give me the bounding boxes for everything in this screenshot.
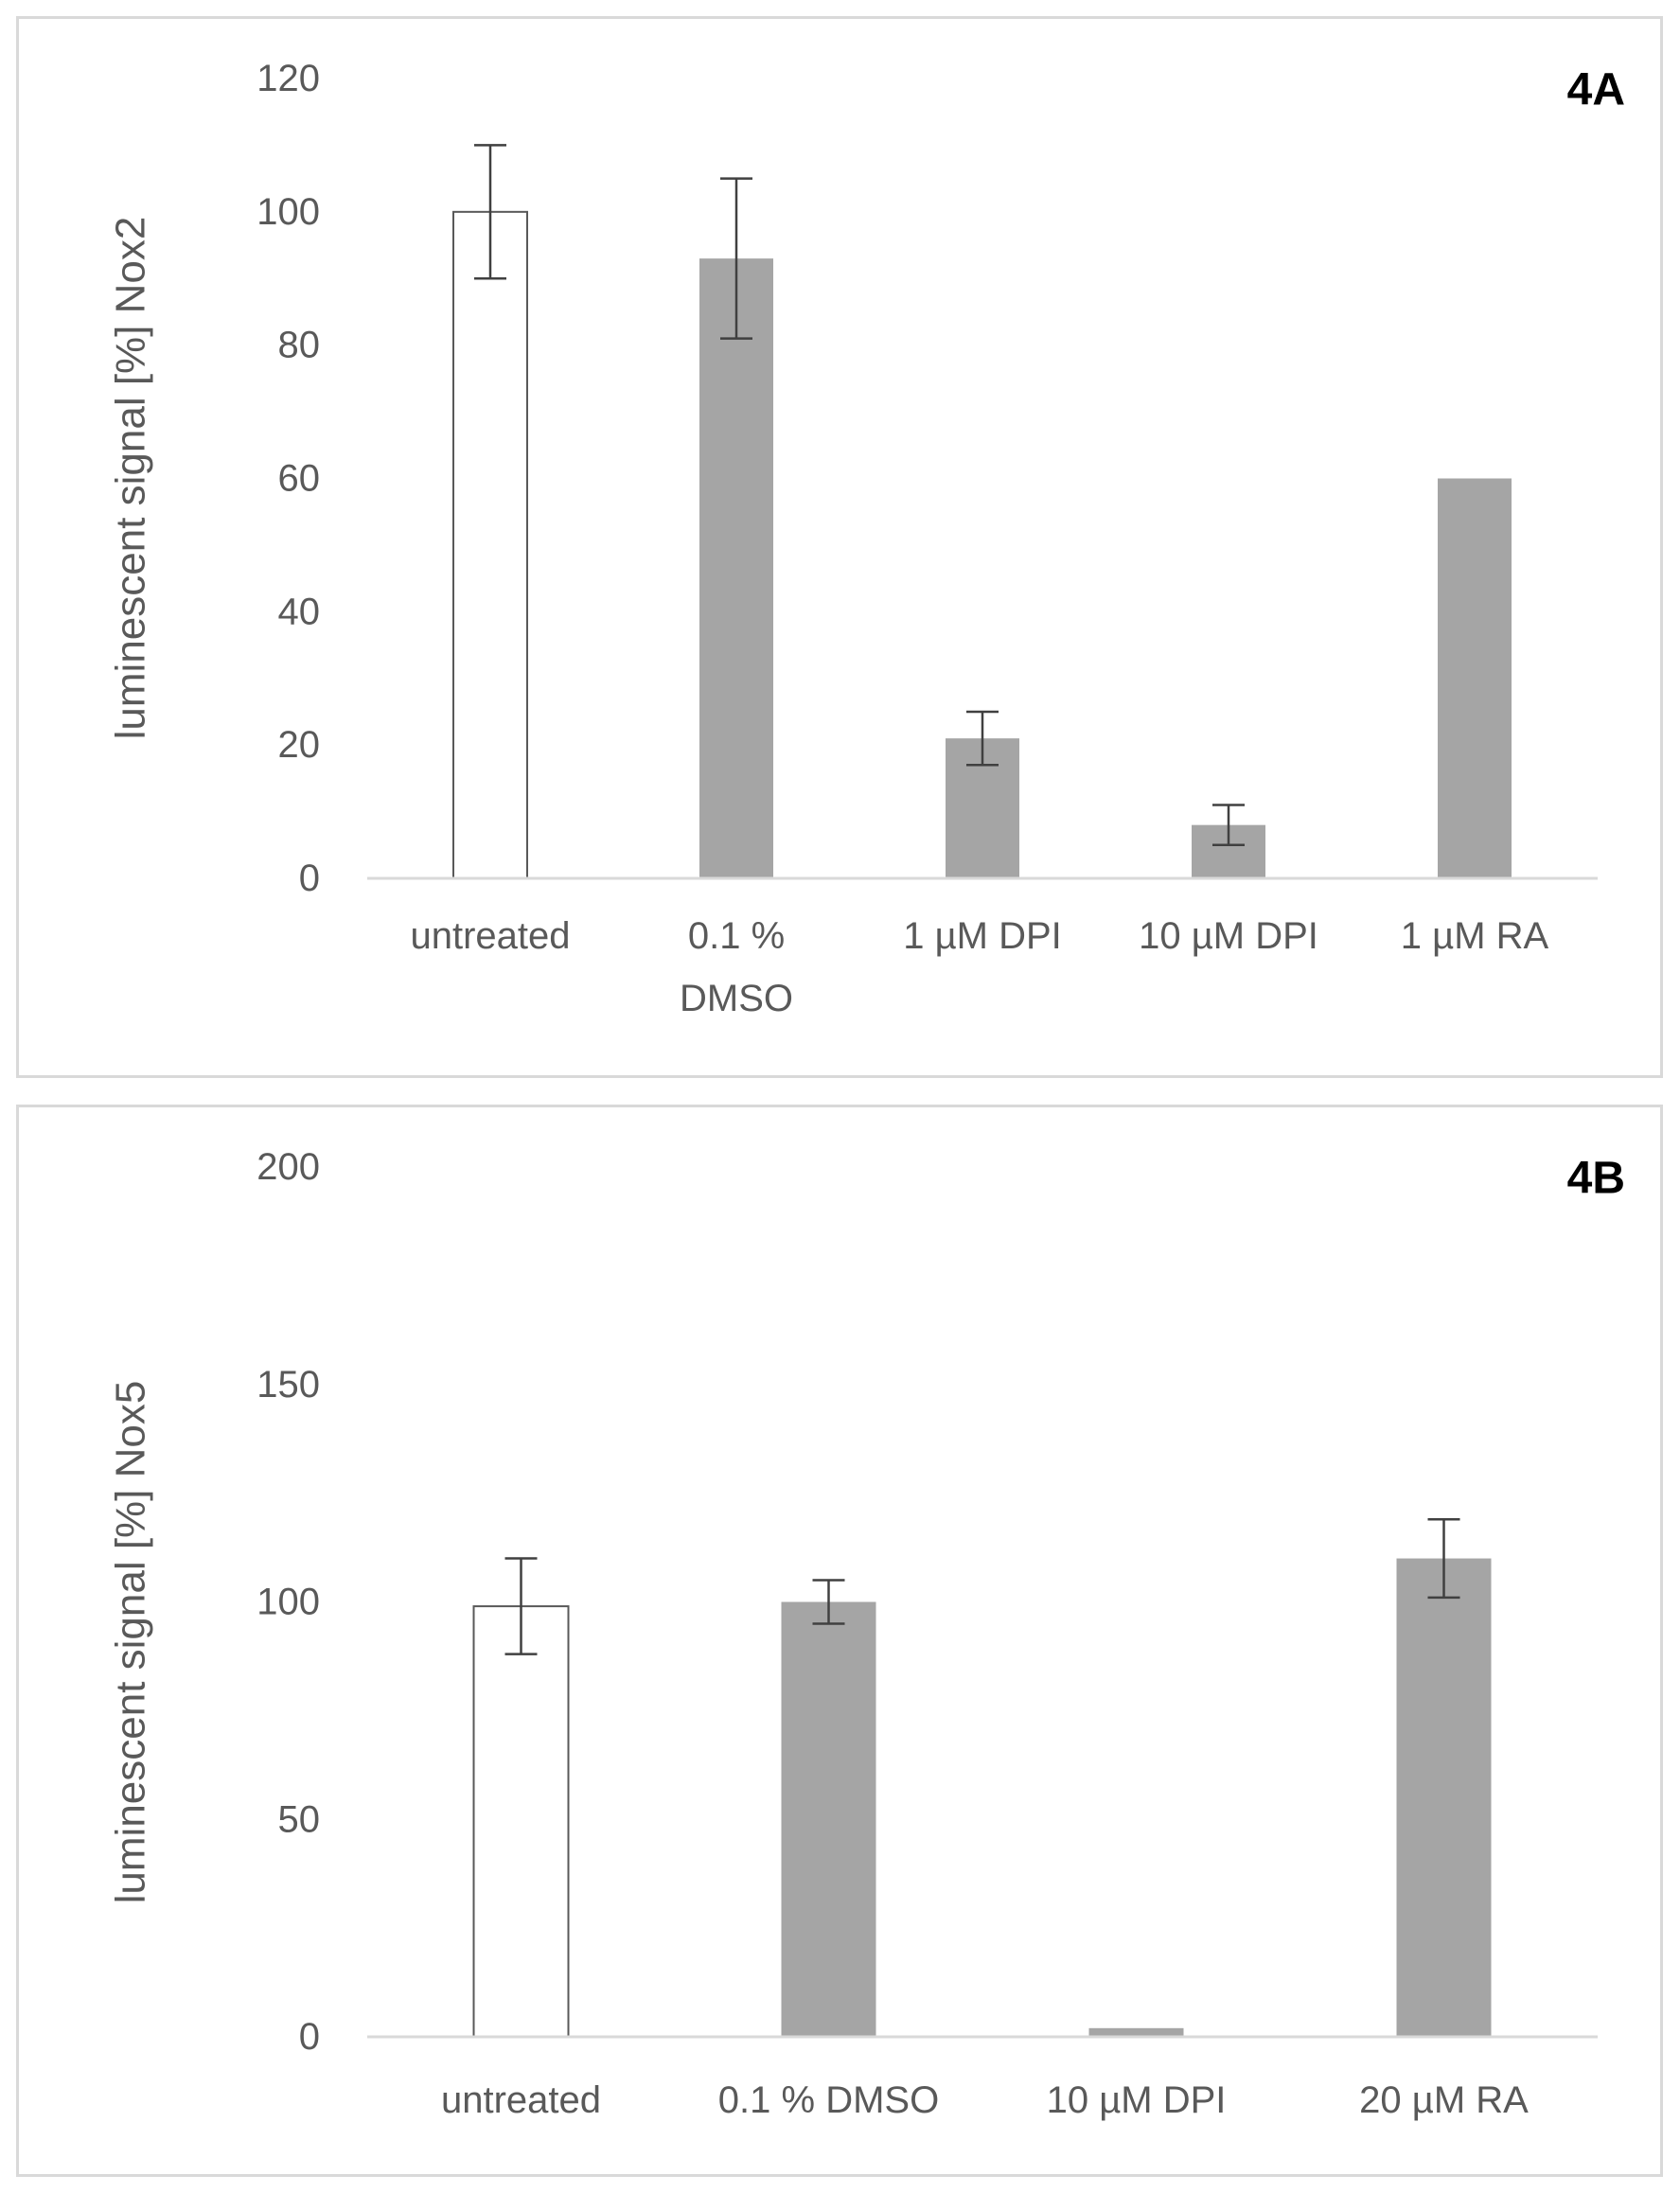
error-bar-4b-0 <box>504 1557 538 1655</box>
bar-4b-3 <box>1396 1558 1492 2037</box>
x-tick-label-4a-2: 1 µM DPI <box>903 915 1062 957</box>
y-tick-label-4b-1: 50 <box>278 1798 321 1840</box>
chart-panel-4b: 0 50 100 150 200 luminescent signal [%] Nox5 u… <box>16 1105 1663 2177</box>
y-tick-label-4a-2: 40 <box>278 591 321 632</box>
panel-label-4b: 4B <box>1567 1154 1625 1204</box>
chart-panel-4a: 0 20 40 60 80 100 120 luminescent signal [%] No… <box>16 16 1663 1078</box>
error-bar-4b-3 <box>1427 1517 1460 1600</box>
x-tick-label-4b-0: untreated <box>441 2079 601 2121</box>
chart-4b: 0 50 100 150 200 luminescent signal [%] Nox5 u… <box>108 1146 1626 2121</box>
y-tick-label-4a-4: 80 <box>278 325 321 366</box>
y-axis-label-4b: luminescent signal [%] Nox5 <box>108 1381 154 1904</box>
x-tick-label-4b-1: 0.1 % DMSO <box>718 2079 939 2121</box>
x-tick-label-4a-4: 1 µM RA <box>1401 915 1549 957</box>
error-bar-4b-1 <box>812 1579 845 1625</box>
y-tick-label-4a-0: 0 <box>299 858 320 899</box>
chart-4a: 0 20 40 60 80 100 120 luminescent signal [%] No… <box>108 58 1626 1019</box>
y-tick-label-4a-3: 60 <box>278 458 321 500</box>
panel-label-4a: 4A <box>1567 65 1625 115</box>
bar-4b-0 <box>472 1605 570 2038</box>
y-tick-label-4b-0: 0 <box>299 2016 320 2058</box>
bar-4b-2 <box>1088 2027 1184 2037</box>
error-bar-4a-3 <box>1212 804 1245 847</box>
x-tick-label-4a-1-line0: 0.1 % <box>688 915 785 957</box>
y-tick-label-4a-5: 100 <box>256 191 320 233</box>
bar-4a-4 <box>1438 478 1512 878</box>
x-tick-label-4b-3: 20 µM RA <box>1359 2079 1529 2121</box>
x-tick-label-4b-2: 10 µM DPI <box>1047 2079 1227 2121</box>
bar-4a-1 <box>699 258 773 878</box>
error-bar-4a-1 <box>720 177 752 340</box>
y-tick-label-4a-1: 20 <box>278 724 321 766</box>
error-bar-4a-0 <box>474 144 506 280</box>
bar-4b-1 <box>781 1601 876 2037</box>
x-tick-label-4a-0: untreated <box>410 915 570 957</box>
y-tick-label-4b-2: 100 <box>256 1582 320 1623</box>
bar-4a-0 <box>452 210 528 880</box>
y-tick-label-4b-3: 150 <box>256 1364 320 1406</box>
x-tick-label-4a-3: 10 µM DPI <box>1139 915 1318 957</box>
y-axis-label-4a: luminescent signal [%] Nox2 <box>108 217 154 740</box>
y-tick-label-4a-6: 120 <box>256 58 320 99</box>
x-tick-label-4a-1-line1: DMSO <box>680 978 793 1019</box>
y-tick-label-4b-4: 200 <box>256 1146 320 1188</box>
error-bar-4a-2 <box>966 710 999 767</box>
